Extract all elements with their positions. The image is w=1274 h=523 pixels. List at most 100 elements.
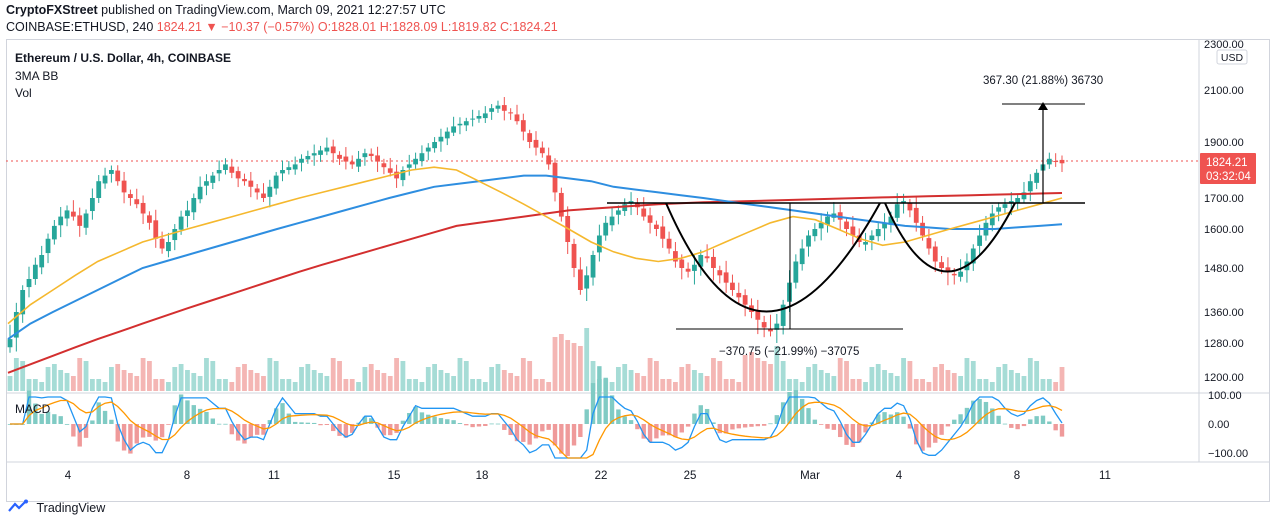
candle-body — [533, 139, 539, 148]
volume-bar — [787, 379, 792, 391]
candle-body — [913, 207, 919, 223]
candle-body — [888, 216, 894, 225]
candle-body — [343, 156, 349, 162]
candle-body — [178, 216, 184, 230]
volume-bar — [901, 358, 906, 391]
candle-body — [666, 238, 672, 249]
candle-body — [609, 216, 615, 226]
bar-countdown: 03:32:04 — [1206, 171, 1251, 183]
price-tick-label: 2100.00 — [1204, 85, 1244, 97]
target-arrow-icon — [1038, 102, 1048, 110]
macd-histogram-bar — [850, 424, 856, 447]
time-tick-label: 8 — [184, 470, 190, 482]
cup-curve[interactable] — [665, 202, 881, 313]
macd-histogram-bar — [914, 424, 919, 445]
macd-histogram-bar — [939, 424, 944, 435]
volume-bar — [102, 382, 108, 391]
macd-histogram-bar — [96, 402, 101, 424]
candle-body — [121, 180, 127, 193]
volume-bar — [539, 379, 545, 391]
volume-bar — [666, 379, 672, 391]
volume-bar — [128, 373, 133, 391]
macd-histogram-bar — [990, 408, 995, 424]
candle-body — [51, 225, 57, 240]
handle-curve[interactable] — [884, 202, 1016, 273]
macd-histogram-bar — [451, 420, 456, 424]
macd-histogram-bar — [464, 424, 469, 426]
candle-body — [970, 248, 976, 264]
candle-body — [489, 108, 495, 112]
candle-body — [45, 238, 51, 254]
cup-and-handle-pattern[interactable] — [607, 102, 1085, 330]
candle-body — [812, 229, 818, 237]
time-tick-label: 11 — [1099, 470, 1111, 482]
candle-body — [774, 323, 780, 330]
macd-histogram-bar — [825, 424, 830, 429]
macd-tick-label: −100.00 — [1208, 448, 1248, 460]
indicator-legend[interactable]: 3MA BB — [15, 69, 59, 83]
candle-body — [495, 105, 501, 109]
chart-frame[interactable] — [6, 39, 1270, 502]
volume-bar — [939, 364, 944, 391]
macd-histogram-bar — [977, 399, 982, 424]
volume-bar — [958, 376, 964, 391]
volume-bar — [951, 373, 957, 391]
time-tick-label: 4 — [65, 470, 72, 482]
publisher-name[interactable]: CryptoFXStreet — [6, 3, 98, 17]
macd-histogram-bar — [400, 420, 406, 424]
macd-histogram-bar — [736, 424, 741, 429]
volume-bar — [261, 376, 266, 391]
volume-bar — [311, 370, 317, 391]
symbol-legend[interactable]: Ethereum / U.S. Dollar, 4h, COINBASE — [15, 51, 232, 65]
volume-bar — [210, 361, 216, 391]
candle-body — [83, 213, 89, 228]
volume-bar — [622, 364, 628, 391]
volume-bar — [337, 361, 342, 391]
volume-bar — [381, 373, 387, 391]
volume-bar — [425, 367, 431, 391]
macd-histogram-bar — [926, 424, 932, 448]
macd-legend[interactable]: MACD — [15, 402, 51, 416]
volume-bar — [875, 364, 881, 391]
last-price-tag — [1200, 153, 1256, 184]
macd-histogram-bar — [457, 423, 463, 424]
volume-bar — [419, 382, 425, 391]
candle-body — [717, 270, 723, 276]
tradingview-footer[interactable]: TradingView — [8, 499, 105, 519]
candle-body — [685, 268, 691, 272]
volume-bar — [482, 382, 488, 391]
macd-histogram-bar — [559, 424, 564, 454]
candle-body — [89, 198, 95, 212]
volume-bar — [51, 364, 57, 391]
macd-histogram-bar — [692, 413, 697, 424]
volume-bar — [115, 364, 121, 391]
macd-histogram-bar — [749, 424, 754, 427]
candle-body — [20, 290, 26, 315]
macd-histogram-bar — [140, 424, 146, 438]
macd-histogram-bar — [337, 424, 342, 436]
macd-histogram-bar — [647, 424, 653, 442]
volume-bar — [292, 382, 298, 391]
volume-bar — [736, 382, 742, 391]
macd-histogram-bar — [1015, 424, 1020, 430]
volume-bar — [153, 379, 159, 391]
candle-body — [1046, 158, 1052, 165]
time-tick-label: Mar — [800, 470, 820, 482]
candle-body — [242, 178, 247, 182]
macd-histogram-bar — [603, 377, 608, 424]
macd-histogram-bar — [787, 392, 792, 424]
candle-body — [147, 215, 152, 223]
macd-histogram-bar — [1040, 415, 1046, 424]
currency-tag[interactable] — [1216, 49, 1248, 65]
candle-body — [850, 226, 856, 236]
candle-body — [375, 155, 380, 162]
candle-body — [406, 164, 412, 168]
macd-histogram-bar — [806, 408, 811, 424]
signal-line — [10, 399, 1063, 459]
volume-bar — [615, 367, 621, 391]
macd-histogram-bar — [229, 424, 235, 435]
volume-legend[interactable]: Vol — [15, 86, 32, 100]
time-tick-label: 8 — [1014, 470, 1020, 482]
macd-histogram-bar — [527, 424, 532, 445]
